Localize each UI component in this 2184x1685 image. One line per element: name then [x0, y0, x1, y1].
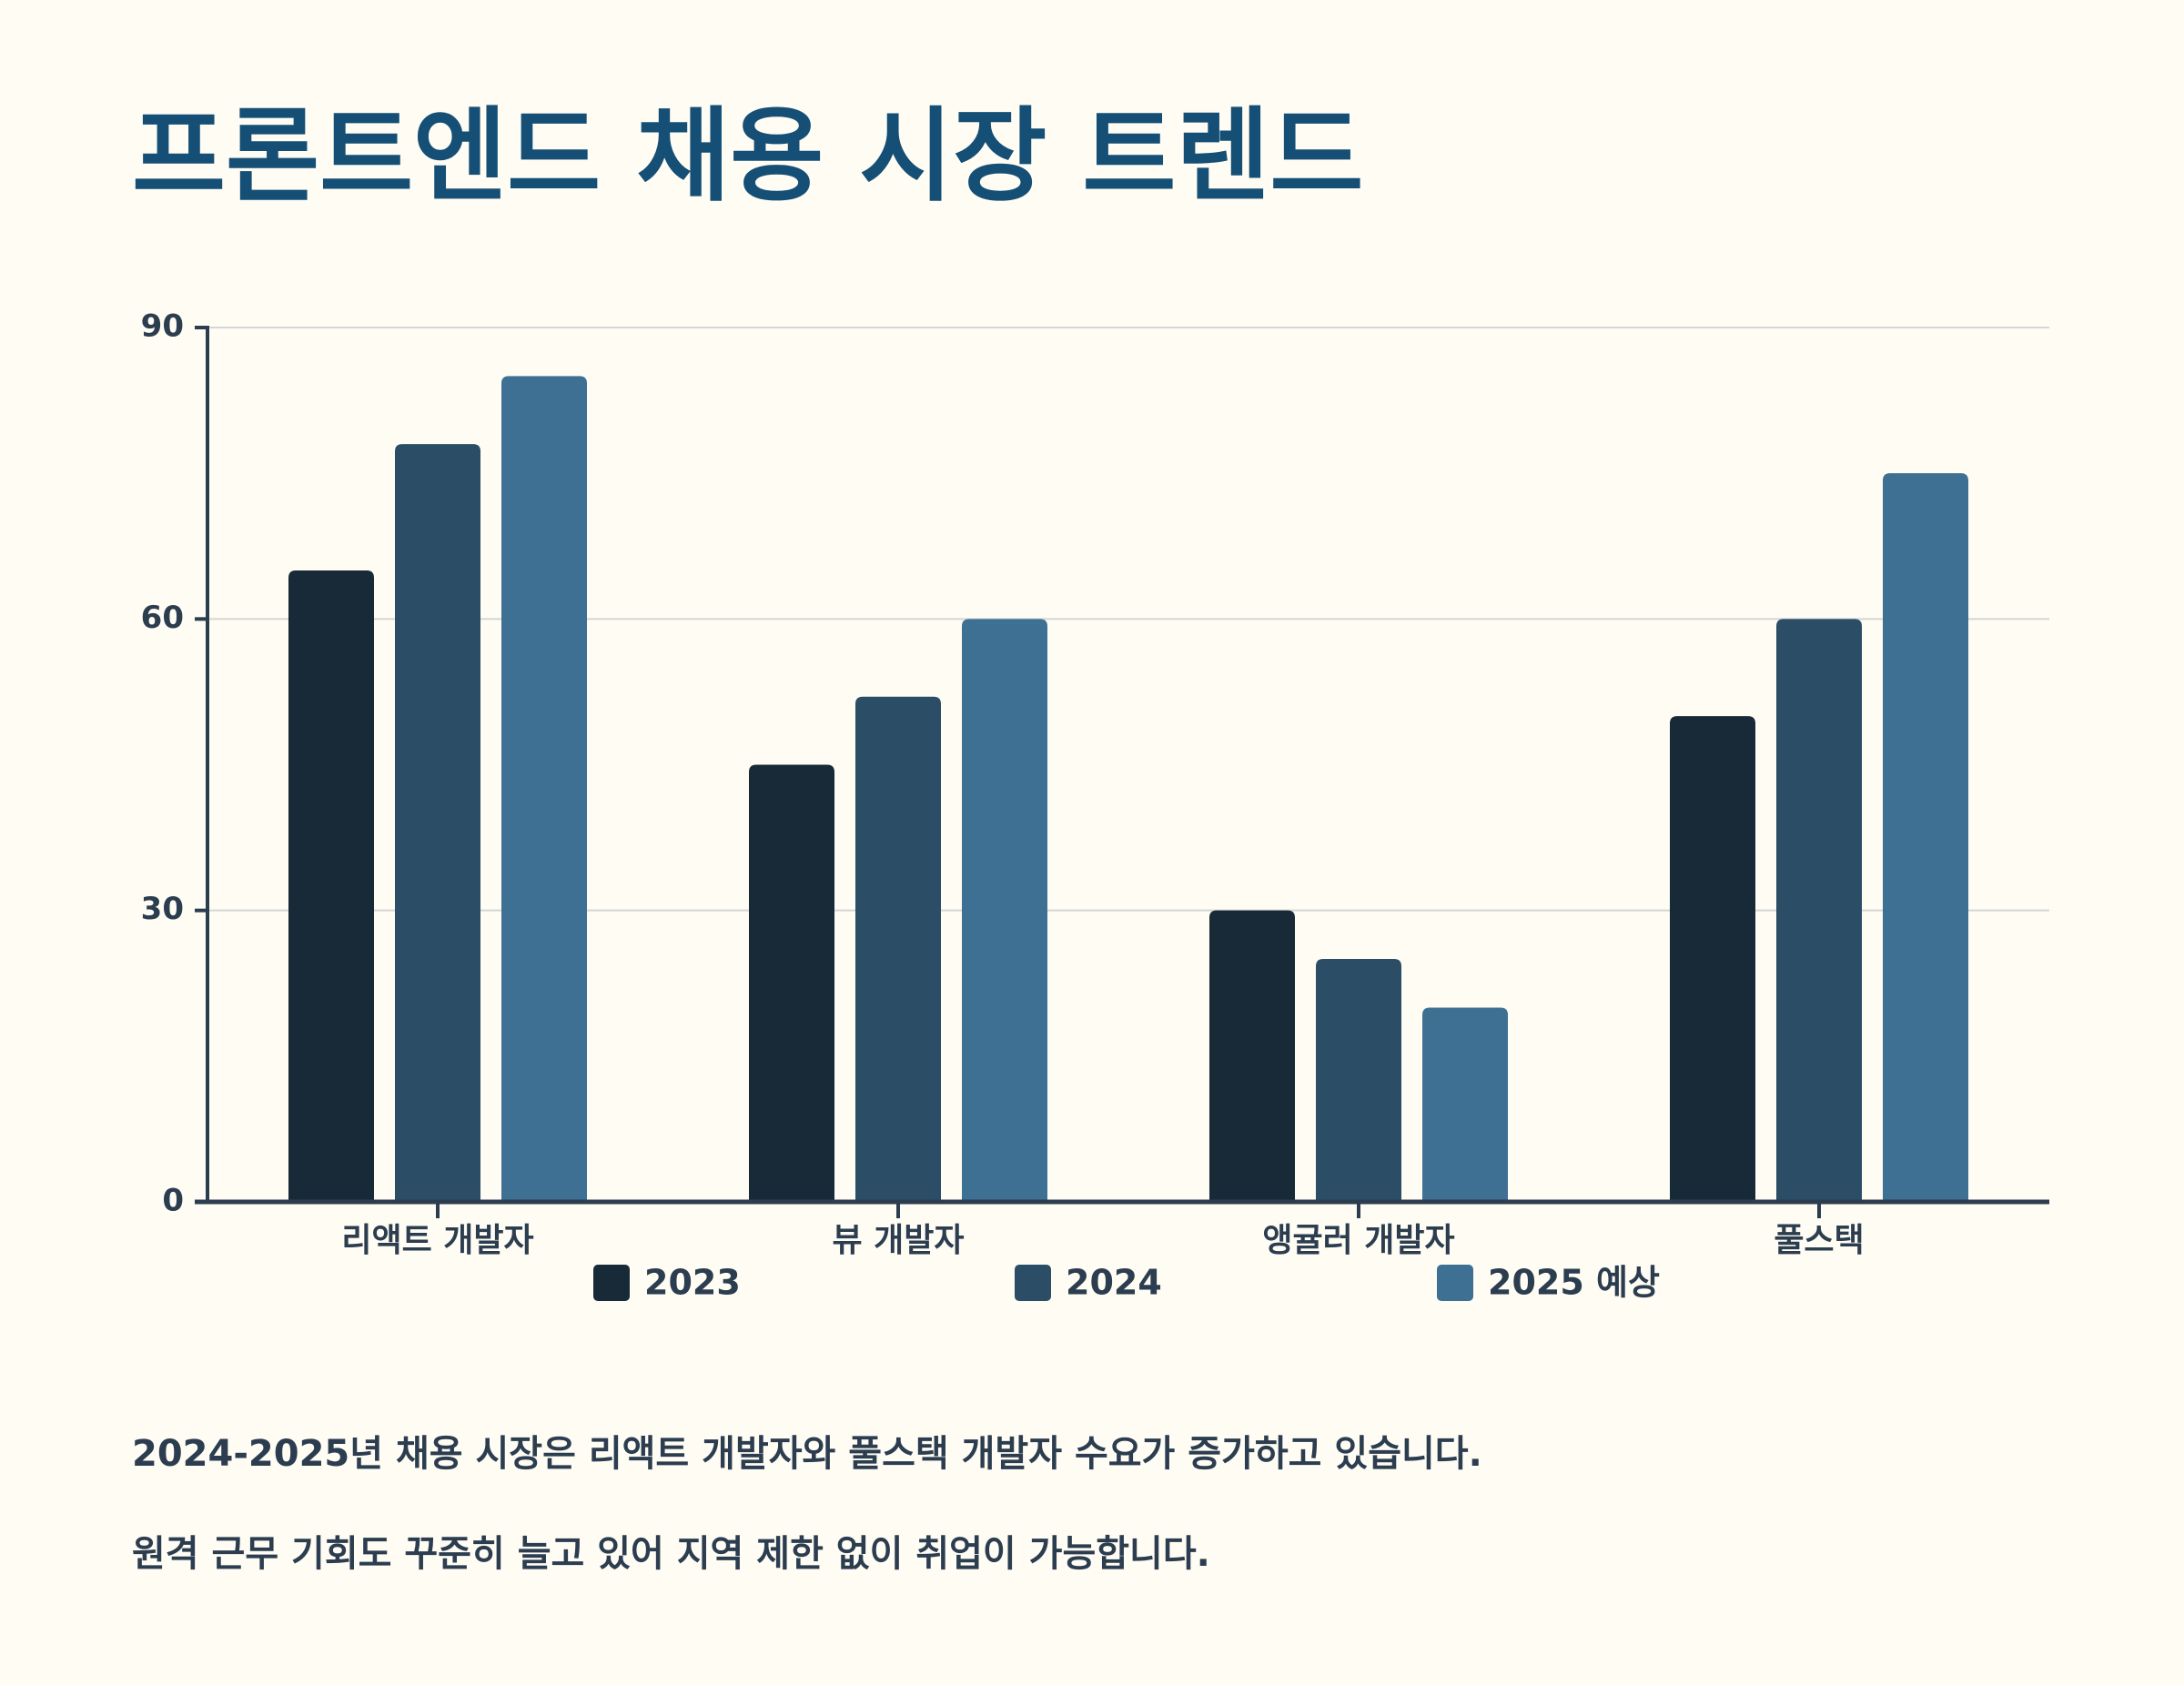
bar-2-0 [1209, 910, 1295, 1202]
page-title: 프론트엔드 채용 시장 트렌드 [132, 97, 1364, 216]
y-tick-label-90: 90 [141, 308, 184, 345]
summary-text-2: 원격 근무 기회도 꾸준히 늘고 있어 지역 제한 없이 취업이 가능합니다. [132, 1533, 1210, 1575]
legend-swatch-0 [593, 1265, 630, 1301]
legend-swatch-2 [1437, 1265, 1473, 1301]
summary-text-1: 2024-2025년 채용 시장은 리액트 개발자와 풀스택 개발자 수요가 증… [132, 1433, 1482, 1475]
legend-swatch-1 [1015, 1265, 1051, 1301]
x-tick-label-3: 풀스택 [1774, 1222, 1864, 1259]
x-tick-label-0: 리액트 개발자 [341, 1222, 533, 1259]
x-tick-label-1: 뷰 개발자 [832, 1222, 964, 1259]
y-tick-label-0: 0 [162, 1183, 184, 1219]
y-tick-label-30: 30 [141, 891, 184, 927]
bar-0-1 [395, 444, 480, 1203]
y-tick-label-60: 60 [141, 600, 184, 636]
bar-2-2 [1422, 1007, 1508, 1202]
bar-2-1 [1316, 959, 1401, 1202]
legend-label-0: 2023 [644, 1263, 741, 1303]
x-tick-label-2: 앵귤러 개발자 [1262, 1222, 1454, 1259]
legend-label-2: 2025 예상 [1488, 1263, 1660, 1303]
bar-3-2 [1883, 473, 1968, 1202]
bar-0-2 [501, 376, 587, 1202]
bar-0-0 [288, 570, 374, 1202]
bar-1-2 [962, 619, 1047, 1202]
bar-3-0 [1670, 716, 1755, 1202]
bar-1-1 [855, 696, 941, 1202]
legend-label-1: 2024 [1066, 1263, 1162, 1303]
bar-1-0 [749, 764, 834, 1202]
bar-chart: 0 30 60 90 리액트 개발자 뷰 개발자 앵귤러 개발자 풀스택 2023 2024 202… [141, 308, 2049, 1303]
bar-3-1 [1776, 619, 1862, 1202]
